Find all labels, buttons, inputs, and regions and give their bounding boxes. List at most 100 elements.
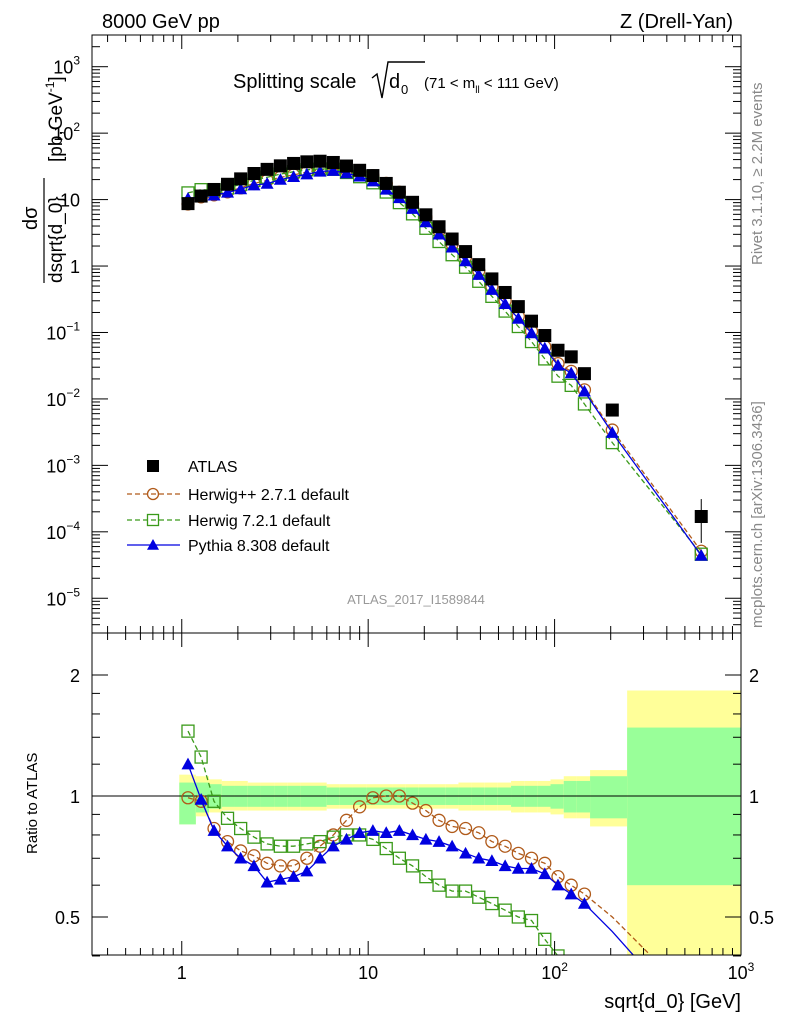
ratio-point-triangle-filled — [459, 846, 473, 859]
ratio-point-square-open — [472, 890, 486, 904]
ratio-point-square-open — [511, 910, 525, 924]
x-tick-label-base: 1 — [177, 963, 187, 983]
atlas-point — [459, 245, 473, 259]
atlas-point — [353, 163, 367, 177]
atlas-point — [260, 162, 274, 176]
y-tick-label-base: 1 — [70, 257, 80, 277]
mass-window-subscript: ll — [475, 85, 479, 96]
y-tick-label: 10 — [60, 191, 80, 211]
main-point-triangle-filled — [432, 227, 446, 240]
main-point-triangle-filled — [459, 254, 473, 267]
atlas-point — [538, 329, 552, 343]
ylabel-unit-text: [pb,GeV — [46, 92, 67, 162]
main-point-triangle-filled — [538, 341, 552, 354]
ratio-point-triangle-filled — [485, 854, 499, 866]
process-label: Z (Drell-Yan) — [620, 11, 733, 33]
y-tick-label-base: 10 — [46, 323, 66, 343]
y-tick-label-exponent: 3 — [73, 54, 80, 68]
ratio-line-0 — [187, 795, 652, 955]
ratio-y-tick-label-right: 0.5 — [749, 908, 774, 928]
y-tick-label-base: 10 — [60, 191, 80, 211]
ratio-point-square-open — [247, 830, 261, 844]
ratio-point-triangle-filled — [273, 872, 287, 885]
legend: ATLAS Herwig++ 2.7.1 default Herwig 7.2.1 … — [127, 459, 350, 555]
mass-window-prefix: (71 < m — [424, 75, 475, 92]
atlas-point — [326, 155, 340, 169]
ratio-y-tick-label: 0.5 — [55, 908, 80, 928]
y-tick-label-base: 10 — [46, 589, 66, 609]
x-tick-label: 10 — [358, 963, 378, 983]
ratio-point-triangle-filled — [260, 875, 274, 888]
y-tick-label-exponent: −4 — [66, 519, 80, 533]
y-tick-label-base: 10 — [53, 58, 73, 78]
y-tick-label: 103 — [53, 54, 80, 78]
analysis-id-label: ATLAS_2017_I1589844 — [347, 592, 485, 607]
legend-label: Herwig 7.2.1 default — [188, 513, 331, 530]
y-tick-label-base: 10 — [46, 523, 66, 543]
ratio-point-circle-open — [432, 813, 446, 827]
ratio-point-circle-open — [458, 821, 473, 836]
atlas-point — [605, 403, 619, 417]
uncertainty-band-stat — [576, 780, 591, 813]
y-tick-label: 1 — [70, 257, 80, 277]
ratio-point-triangle-filled — [194, 793, 208, 805]
main-point-triangle-filled — [287, 170, 301, 183]
ratio-point-circle-open — [405, 796, 420, 810]
y-tick-label-exponent: 2 — [73, 120, 80, 134]
atlas-point — [564, 350, 578, 364]
ratio-point-circle-open — [498, 839, 512, 853]
ratio-point-square-open — [207, 794, 221, 808]
atlas-point — [472, 258, 486, 272]
ratio-point-square-open — [234, 821, 248, 836]
ratio-point-triangle-filled — [525, 862, 539, 874]
main-point-triangle-filled — [551, 358, 565, 371]
ratio-point-square-open — [379, 841, 393, 856]
ratio-point-circle-open — [392, 789, 407, 803]
ratio-point-square-open — [313, 834, 327, 849]
ratio-point-square-open — [220, 811, 235, 825]
main-point-triangle-filled — [273, 173, 287, 185]
mass-window-label: (71 < mll < 111 GeV) — [424, 75, 559, 96]
uncertainty-band-stat — [627, 727, 741, 886]
y-tick-label: 102 — [53, 120, 80, 144]
ratio-point-square-open — [578, 973, 590, 985]
y-tick-label-base: 10 — [53, 124, 73, 144]
legend-marker-square-filled — [147, 460, 159, 472]
ylabel-numerator: dσ — [20, 206, 42, 230]
ratio-point-triangle-filled — [234, 851, 248, 864]
ratio-point-square-open — [300, 837, 314, 851]
main-point-triangle-filled — [234, 182, 248, 195]
ratio-point-triangle-filled — [353, 826, 367, 838]
atlas-point — [234, 172, 248, 186]
main-point-triangle-filled — [577, 384, 591, 397]
ratio-point-circle-open — [352, 800, 367, 814]
ratio-point-triangle-filled — [577, 897, 591, 909]
ratio-y-tick-label: 2 — [70, 666, 80, 686]
y-tick-label: 10−5 — [46, 585, 80, 609]
ratio-point-circle-open — [472, 826, 486, 840]
main-point-triangle-filled — [511, 312, 525, 324]
ratio-point-triangle-filled — [406, 828, 420, 841]
ratio-point-square-open — [538, 932, 552, 946]
ratio-point-triangle-filled — [313, 851, 327, 864]
atlas-point — [485, 272, 499, 286]
ratio-point-triangle-filled — [300, 864, 314, 877]
ratio-point-triangle-filled — [207, 824, 221, 836]
atlas-point — [313, 154, 327, 168]
atlas-point — [577, 367, 591, 381]
ratio-point-circle-open — [300, 851, 314, 865]
ratio-point-square-open — [445, 884, 459, 898]
legend-label: Pythia 8.308 default — [188, 538, 330, 555]
ratio-point-triangle-filled — [247, 859, 261, 872]
mass-window-suffix: < 111 GeV) — [480, 75, 559, 92]
atlas-point — [445, 232, 459, 246]
collision-label: 8000 GeV pp — [102, 11, 220, 33]
ratio-point-circle-open — [273, 859, 288, 873]
main-point-triangle-filled — [313, 164, 327, 177]
ratio-y-tick-label-right: 2 — [749, 666, 759, 686]
atlas-point — [525, 314, 539, 328]
ratio-point-circle-open — [511, 846, 525, 860]
atlas-point — [498, 285, 512, 299]
